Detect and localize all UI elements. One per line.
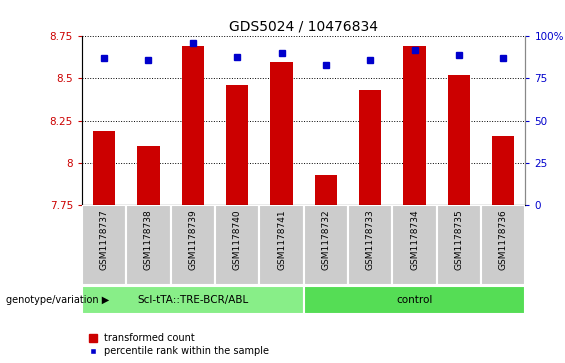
Text: GSM1178739: GSM1178739 <box>188 209 197 270</box>
FancyBboxPatch shape <box>127 205 171 285</box>
FancyBboxPatch shape <box>437 205 481 285</box>
Text: GSM1178732: GSM1178732 <box>321 209 331 270</box>
Text: GSM1178735: GSM1178735 <box>454 209 463 270</box>
Bar <box>137 146 159 205</box>
Text: GSM1178733: GSM1178733 <box>366 209 375 270</box>
FancyBboxPatch shape <box>82 205 127 285</box>
Text: control: control <box>397 295 433 305</box>
Text: GSM1178734: GSM1178734 <box>410 209 419 270</box>
FancyBboxPatch shape <box>215 205 259 285</box>
Text: GSM1178736: GSM1178736 <box>499 209 508 270</box>
Bar <box>448 75 470 205</box>
FancyBboxPatch shape <box>348 205 393 285</box>
Bar <box>359 90 381 205</box>
Bar <box>226 85 248 205</box>
FancyBboxPatch shape <box>304 205 348 285</box>
Text: ScI-tTA::TRE-BCR/ABL: ScI-tTA::TRE-BCR/ABL <box>137 295 249 305</box>
Bar <box>492 136 514 205</box>
FancyBboxPatch shape <box>82 286 304 314</box>
Bar <box>315 175 337 205</box>
Bar <box>271 62 293 205</box>
FancyBboxPatch shape <box>393 205 437 285</box>
Bar <box>403 46 425 205</box>
Text: GSM1178737: GSM1178737 <box>99 209 108 270</box>
FancyBboxPatch shape <box>259 205 304 285</box>
Bar <box>182 46 204 205</box>
Text: GSM1178740: GSM1178740 <box>233 209 242 270</box>
FancyBboxPatch shape <box>481 205 525 285</box>
Text: genotype/variation ▶: genotype/variation ▶ <box>6 295 109 305</box>
Text: GSM1178738: GSM1178738 <box>144 209 153 270</box>
FancyBboxPatch shape <box>304 286 525 314</box>
Title: GDS5024 / 10476834: GDS5024 / 10476834 <box>229 20 378 34</box>
Legend: transformed count, percentile rank within the sample: transformed count, percentile rank withi… <box>87 331 271 358</box>
Bar <box>93 131 115 205</box>
FancyBboxPatch shape <box>171 205 215 285</box>
Text: GSM1178741: GSM1178741 <box>277 209 286 270</box>
